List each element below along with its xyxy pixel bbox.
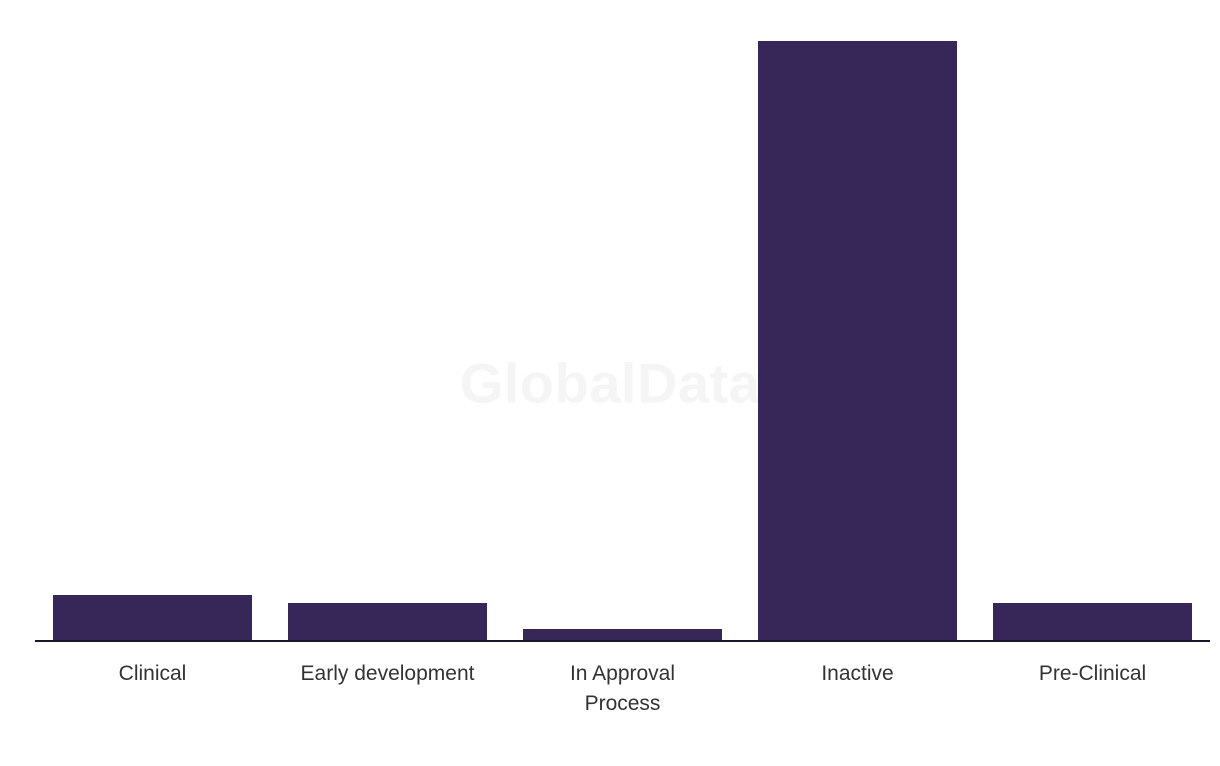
bar-clinical[interactable] <box>53 595 252 640</box>
x-axis-label-in-approval-process: In Approval Process <box>569 662 676 715</box>
x-axis-label-inactive: Inactive <box>821 662 894 685</box>
watermark: GlobalData <box>459 351 761 415</box>
x-axis-label-clinical: Clinical <box>118 662 187 685</box>
bar-pre-clinical[interactable] <box>993 603 1192 640</box>
x-axis-label-pre-clinical: Pre-Clinical <box>1038 662 1147 685</box>
x-axis-labels: Clinical Early development In Approval Pro… <box>35 659 1210 729</box>
bar-early-development[interactable] <box>288 603 487 640</box>
x-axis-label-early-development: Early development <box>300 662 475 685</box>
bar-inactive[interactable] <box>758 41 957 640</box>
bar-in-approval-process[interactable] <box>523 629 722 640</box>
x-axis-line <box>35 640 1210 642</box>
plot-area <box>35 40 1210 640</box>
